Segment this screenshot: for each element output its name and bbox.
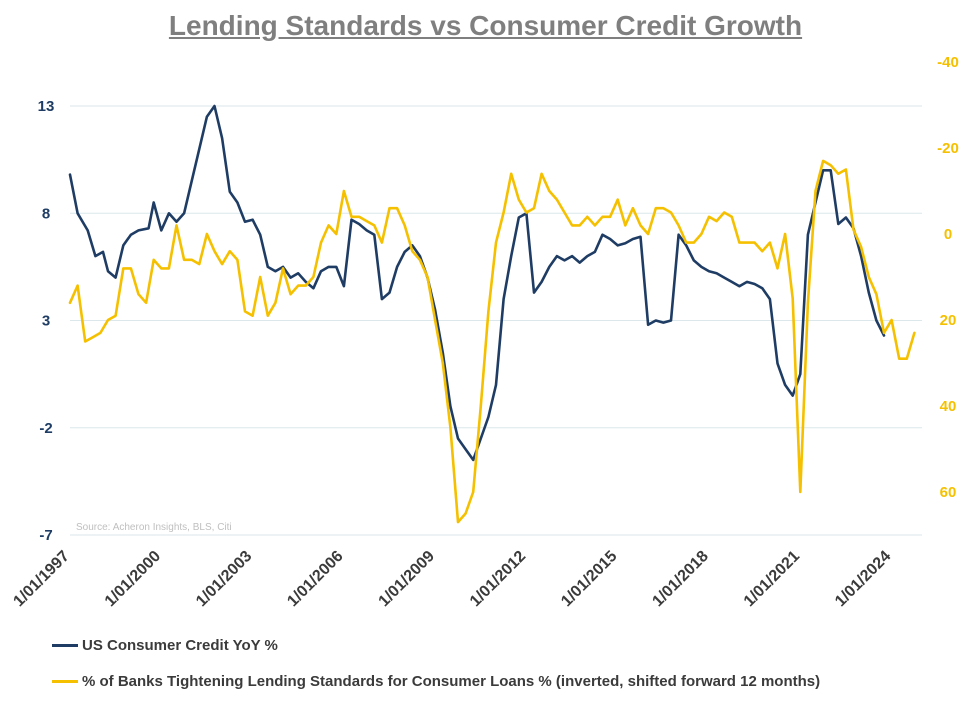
- series-line-lending-standards: [68, 159, 916, 524]
- legend-swatch-navy: [52, 644, 78, 647]
- x-axis-ticks: 1/01/1997 1/01/2000 1/01/2003 1/01/2006 1/01…: [10, 548, 894, 610]
- left-tick-label: 3: [42, 313, 50, 330]
- x-tick-label: 1/01/2024: [832, 548, 894, 610]
- right-tick-label: 60: [940, 484, 957, 501]
- legend-label: % of Banks Tightening Lending Standards …: [82, 673, 821, 690]
- left-tick-label: 13: [38, 98, 55, 115]
- source-note: Source: Acheron Insights, BLS, Citi: [76, 522, 232, 533]
- right-tick-label: -40: [937, 54, 959, 71]
- right-tick-label: 40: [940, 398, 957, 415]
- legend-label: US Consumer Credit YoY %: [82, 637, 278, 654]
- chart-title: Lending Standards vs Consumer Credit Gro…: [168, 10, 803, 41]
- x-tick-label: 1/01/2012: [467, 548, 529, 610]
- x-tick-label: 1/01/2009: [376, 548, 438, 610]
- gridlines: [70, 105, 922, 536]
- left-tick-label: -2: [39, 420, 52, 437]
- series-lines: [68, 104, 916, 524]
- x-tick-label: 1/01/2018: [649, 548, 711, 610]
- legend-entry-consumer-credit: US Consumer Credit YoY %: [52, 637, 278, 654]
- right-axis-ticks: -40 -20 0 20 40 60: [937, 54, 959, 501]
- left-tick-label: 8: [42, 205, 50, 222]
- left-tick-label: -7: [39, 527, 52, 544]
- series-line-consumer-credit: [68, 104, 886, 462]
- x-tick-label: 1/01/1997: [10, 548, 72, 610]
- right-tick-label: 20: [940, 312, 957, 329]
- x-tick-label: 1/01/2006: [284, 548, 346, 610]
- right-tick-label: -20: [937, 140, 959, 157]
- right-tick-label: 0: [944, 226, 952, 243]
- left-axis-ticks: 13 8 3 -2 -7: [38, 98, 55, 544]
- legend-swatch-yellow: [52, 680, 78, 683]
- x-tick-label: 1/01/2021: [741, 548, 803, 610]
- x-tick-label: 1/01/2003: [193, 548, 255, 610]
- x-tick-label: 1/01/2015: [558, 548, 620, 610]
- legend-entry-lending-standards: % of Banks Tightening Lending Standards …: [52, 673, 820, 690]
- x-tick-label: 1/01/2000: [102, 548, 164, 610]
